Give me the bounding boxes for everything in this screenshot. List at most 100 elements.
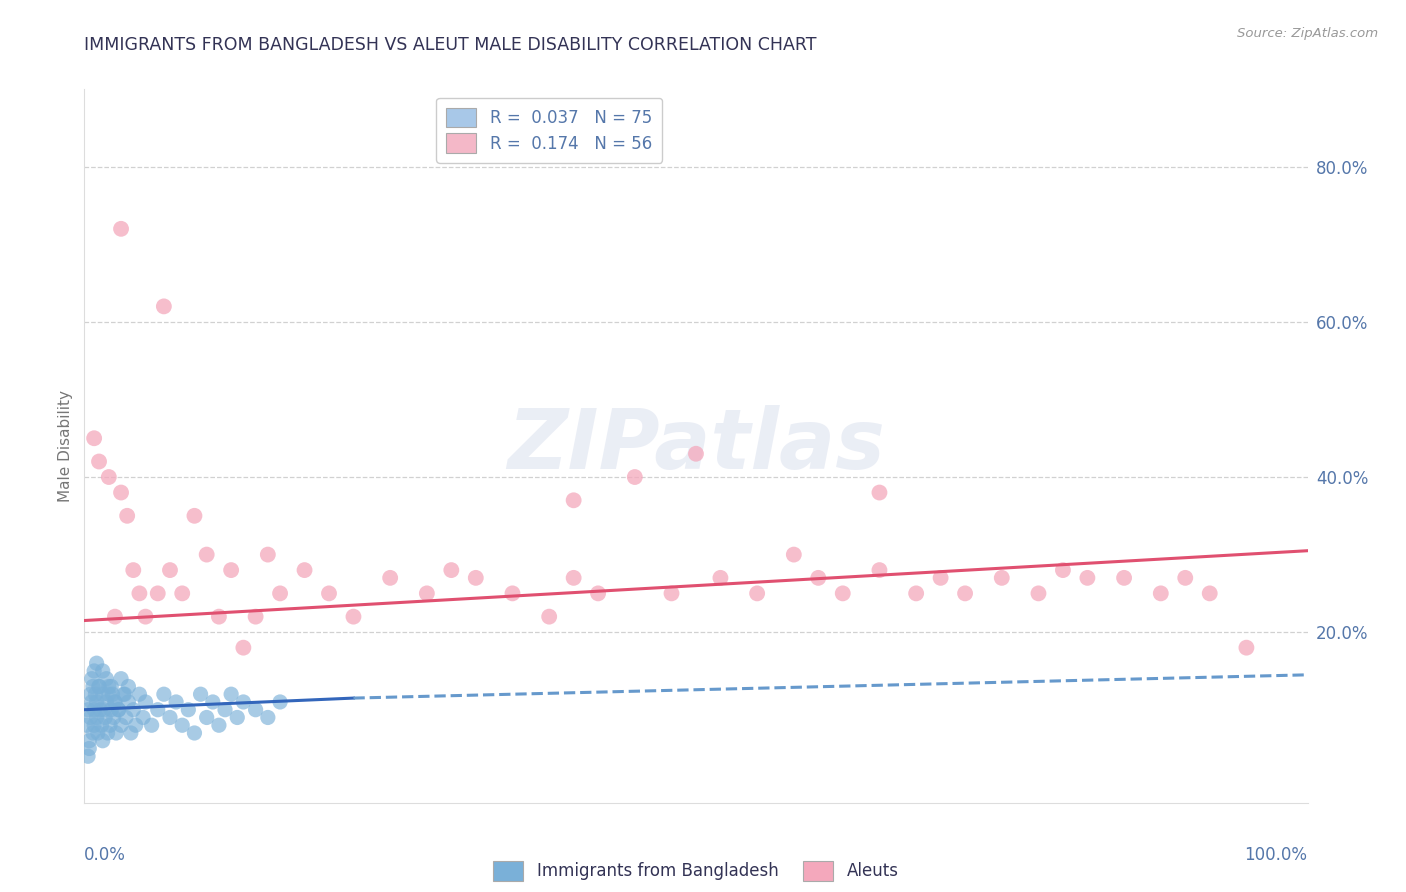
Point: [905, 586, 928, 600]
Point: [135, 609, 157, 624]
Point: [869, 563, 891, 577]
Point: [97, 687, 120, 701]
Point: [104, 695, 127, 709]
Point: [1076, 571, 1098, 585]
Point: [87, 726, 110, 740]
Point: [82, 726, 104, 740]
Point: [183, 508, 205, 523]
Point: [538, 609, 561, 624]
Point: [84, 687, 107, 701]
Point: [79, 687, 101, 701]
Point: [245, 609, 267, 624]
Point: [122, 703, 145, 717]
Point: [110, 718, 132, 732]
Point: [153, 687, 176, 701]
Point: [159, 563, 181, 577]
Point: [83, 703, 105, 717]
Point: [135, 695, 157, 709]
Point: [269, 586, 291, 600]
Point: [342, 609, 364, 624]
Point: [91, 687, 114, 701]
Point: [77, 741, 100, 756]
Point: [107, 703, 129, 717]
Point: [747, 586, 769, 600]
Point: [112, 687, 135, 701]
Point: [77, 733, 100, 747]
Point: [1198, 586, 1220, 600]
Point: [1150, 586, 1173, 600]
Point: [86, 695, 108, 709]
Point: [1028, 586, 1050, 600]
Point: [79, 710, 101, 724]
Point: [177, 703, 200, 717]
Point: [103, 710, 125, 724]
Point: [232, 695, 254, 709]
Point: [83, 718, 105, 732]
Point: [77, 703, 100, 717]
Point: [122, 563, 145, 577]
Point: [661, 586, 683, 600]
Point: [101, 687, 124, 701]
Point: [269, 695, 291, 709]
Point: [128, 687, 150, 701]
Point: [117, 695, 139, 709]
Point: [100, 703, 122, 717]
Point: [114, 687, 136, 701]
Point: [208, 718, 231, 732]
Point: [201, 695, 224, 709]
Point: [195, 548, 218, 562]
Point: [83, 431, 105, 445]
Point: [586, 586, 609, 600]
Point: [624, 470, 647, 484]
Point: [183, 726, 205, 740]
Point: [219, 687, 242, 701]
Point: [100, 680, 122, 694]
Point: [115, 508, 138, 523]
Text: ZIPatlas: ZIPatlas: [508, 406, 884, 486]
Point: [141, 718, 163, 732]
Point: [115, 710, 138, 724]
Point: [464, 571, 486, 585]
Point: [685, 447, 707, 461]
Point: [245, 703, 267, 717]
Point: [232, 640, 254, 655]
Point: [87, 680, 110, 694]
Point: [318, 586, 340, 600]
Point: [159, 710, 181, 724]
Point: [146, 586, 169, 600]
Point: [1114, 571, 1136, 585]
Point: [172, 718, 194, 732]
Point: [93, 703, 115, 717]
Point: [128, 586, 150, 600]
Point: [87, 680, 110, 694]
Point: [172, 586, 194, 600]
Point: [831, 586, 853, 600]
Point: [82, 680, 104, 694]
Point: [208, 609, 231, 624]
Point: [807, 571, 830, 585]
Point: [257, 548, 280, 562]
Point: [1052, 563, 1074, 577]
Point: [195, 710, 218, 724]
Point: [214, 703, 236, 717]
Point: [1234, 640, 1257, 655]
Point: [190, 687, 212, 701]
Point: [104, 609, 127, 624]
Point: [76, 718, 98, 732]
Point: [97, 470, 120, 484]
Point: [97, 680, 120, 694]
Point: [96, 672, 118, 686]
Point: [990, 571, 1012, 585]
Point: [132, 710, 155, 724]
Point: [146, 703, 169, 717]
Point: [120, 726, 142, 740]
Point: [94, 710, 117, 724]
Point: [110, 222, 132, 236]
Point: [89, 703, 111, 717]
Point: [91, 664, 114, 678]
Point: [104, 695, 127, 709]
Point: [83, 664, 105, 678]
Point: [105, 726, 128, 740]
Point: [929, 571, 952, 585]
Point: [90, 718, 112, 732]
